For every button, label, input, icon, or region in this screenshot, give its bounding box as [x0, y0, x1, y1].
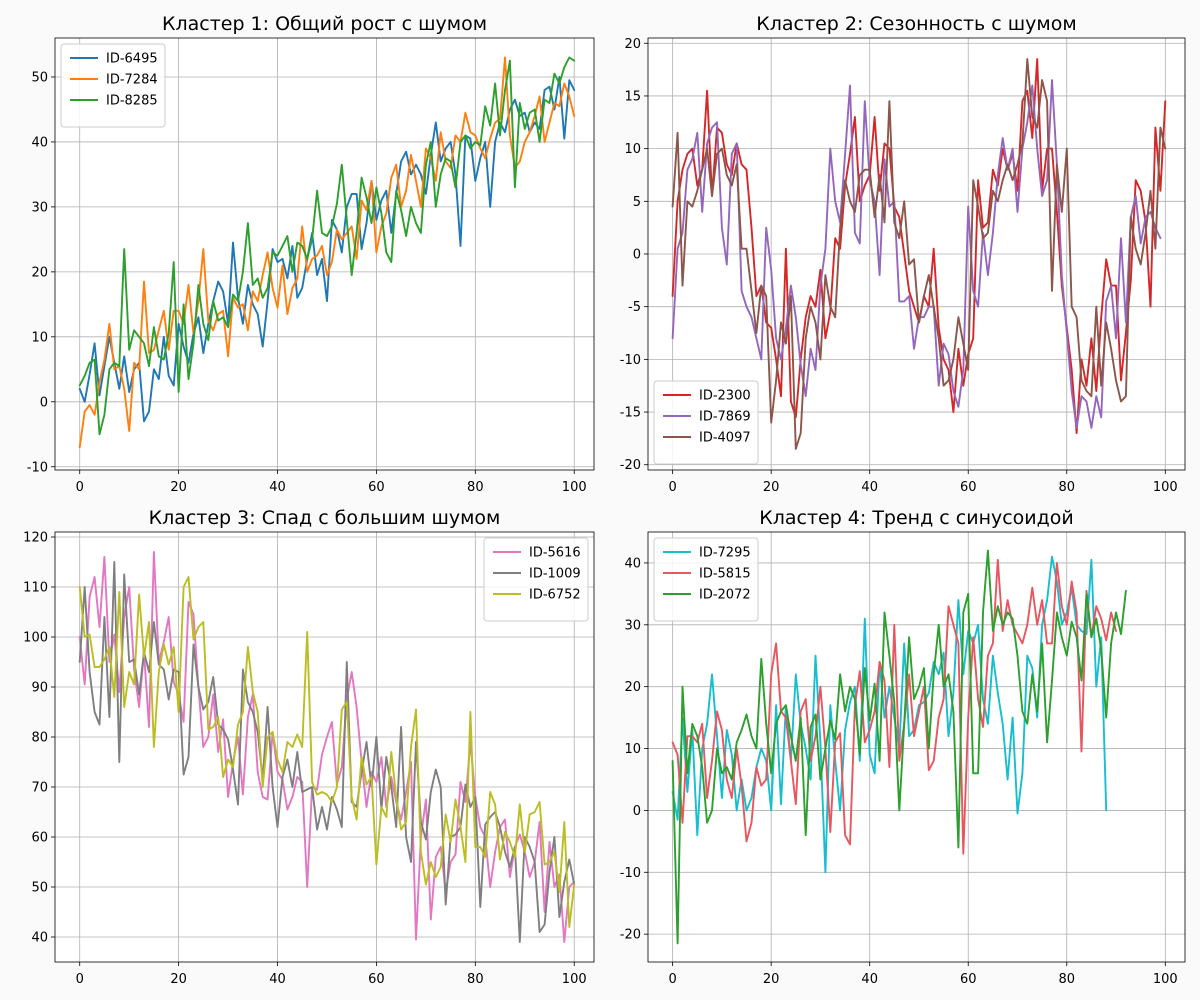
- y-tick-label: 80: [31, 731, 48, 746]
- series-line-id-7284: [78, 56, 576, 449]
- y-tick-label: -10: [27, 460, 48, 475]
- legend: ID-6495 ID-7284 ID-8285: [60, 43, 166, 128]
- x-tick-label: 20: [170, 480, 187, 495]
- y-tick-label: 120: [23, 531, 48, 546]
- chart-title: Кластер 2: Сезонность с шумом: [756, 13, 1076, 35]
- x-tick-label: 100: [562, 480, 587, 495]
- y-tick-label: -15: [620, 406, 641, 421]
- series-line-id-8285: [78, 56, 576, 436]
- x-tick-label: 80: [467, 972, 484, 987]
- legend-frame: [653, 380, 759, 465]
- y-tick-label: 20: [31, 265, 48, 280]
- y-tick-label: 0: [633, 248, 641, 263]
- x-tick-label: 40: [269, 480, 286, 495]
- chart-title: Кластер 3: Спад с большим шумом: [149, 507, 501, 529]
- chart-title: Кластер 1: Общий рост с шумом: [162, 13, 487, 35]
- y-tick-label: -5: [628, 300, 641, 315]
- legend-label: ID-1009: [529, 567, 581, 582]
- axes-frame: [647, 531, 1186, 963]
- y-tick-label: 10: [31, 330, 48, 345]
- chart-panel-cluster-2: 0 20 40 60 80 100 -20 -15 -10 -5 0 5 10 15 20 Кластер 2…: [620, 13, 1186, 495]
- x-tick-label: 20: [763, 480, 780, 495]
- x-tick-label: 60: [960, 480, 977, 495]
- legend-label: ID-5616: [529, 546, 581, 561]
- series-line-id-7869: [671, 79, 1162, 429]
- series-line-id-6495: [78, 76, 576, 423]
- x-tick-label: 100: [1153, 480, 1178, 495]
- x-tick-label: 0: [668, 972, 676, 987]
- y-tick-label: 40: [31, 135, 48, 150]
- y-tick-label: 40: [31, 931, 48, 946]
- x-tick-label: 60: [368, 480, 385, 495]
- legend-label: ID-7869: [699, 410, 751, 425]
- y-tick-label: 0: [633, 804, 641, 819]
- y-tick-label: 20: [624, 37, 641, 52]
- legend-label: ID-2300: [699, 389, 751, 404]
- y-tick-label: -10: [620, 866, 641, 881]
- y-tick-label: 60: [31, 831, 48, 846]
- legend-label: ID-7295: [699, 546, 751, 561]
- y-tick-label: -20: [620, 928, 641, 943]
- series-line-id-2072: [671, 549, 1127, 945]
- legend-label: ID-5815: [699, 567, 751, 582]
- legend-frame: [483, 537, 589, 622]
- y-tick-label: 30: [624, 618, 641, 633]
- x-tick-label: 0: [668, 480, 676, 495]
- legend: ID-5616 ID-1009 ID-6752: [483, 537, 589, 622]
- x-tick-label: 60: [960, 972, 977, 987]
- legend-frame: [60, 43, 166, 128]
- x-tick-label: 80: [1058, 480, 1075, 495]
- legend: ID-7295 ID-5815 ID-2072: [653, 537, 759, 622]
- x-tick-label: 0: [76, 972, 84, 987]
- y-tick-label: 100: [23, 631, 48, 646]
- legend-label: ID-8285: [106, 94, 158, 109]
- series-line-id-1009: [78, 561, 576, 943]
- y-tick-label: 0: [40, 395, 48, 410]
- x-tick-label: 0: [76, 480, 84, 495]
- x-tick-label: 100: [1153, 972, 1178, 987]
- x-tick-label: 60: [368, 972, 385, 987]
- chart-panel-cluster-1: 0 20 40 60 80 100 -10 0 10 20 30 40 50 Кластер 1: Общ…: [27, 13, 595, 495]
- series-line-id-6752: [78, 576, 576, 928]
- axes-frame: [54, 531, 595, 963]
- chart-title: Кластер 4: Тренд с синусоидой: [759, 507, 1074, 529]
- legend: ID-2300 ID-7869 ID-4097: [653, 380, 759, 465]
- x-tick-label: 80: [467, 480, 484, 495]
- x-tick-label: 20: [170, 972, 187, 987]
- x-tick-label: 100: [562, 972, 587, 987]
- legend-label: ID-7284: [106, 73, 158, 88]
- legend-frame: [653, 537, 759, 622]
- legend-label: ID-2072: [699, 588, 751, 603]
- chart-panel-cluster-4: 0 20 40 60 80 100 -20 -10 0 10 20 30 40 Кластер 4: Тр…: [620, 507, 1186, 987]
- x-tick-label: 80: [1058, 972, 1075, 987]
- y-tick-label: 5: [633, 195, 641, 210]
- y-tick-label: 50: [31, 881, 48, 896]
- x-tick-label: 40: [861, 480, 878, 495]
- axes-frame: [54, 37, 595, 471]
- x-tick-label: 20: [763, 972, 780, 987]
- legend-label: ID-4097: [699, 431, 751, 446]
- y-tick-label: 15: [624, 89, 641, 104]
- y-tick-label: 20: [624, 680, 641, 695]
- y-tick-label: 110: [23, 581, 48, 596]
- series-line-id-4097: [671, 58, 1167, 450]
- y-tick-label: 10: [624, 742, 641, 757]
- y-tick-label: 40: [624, 556, 641, 571]
- y-tick-label: 50: [31, 70, 48, 85]
- y-tick-label: -10: [620, 353, 641, 368]
- y-tick-label: 70: [31, 781, 48, 796]
- y-tick-label: 30: [31, 200, 48, 215]
- legend-label: ID-6495: [106, 52, 158, 67]
- legend-label: ID-6752: [529, 588, 581, 603]
- chart-panel-cluster-3: 0 20 40 60 80 100 40 50 60 70 80 90 100 110 120 Кластер…: [23, 507, 595, 987]
- y-tick-label: -20: [620, 458, 641, 473]
- y-tick-label: 10: [624, 142, 641, 157]
- x-tick-label: 40: [861, 972, 878, 987]
- x-tick-label: 40: [269, 972, 286, 987]
- series-line-id-5815: [671, 558, 1117, 855]
- y-tick-label: 90: [31, 681, 48, 696]
